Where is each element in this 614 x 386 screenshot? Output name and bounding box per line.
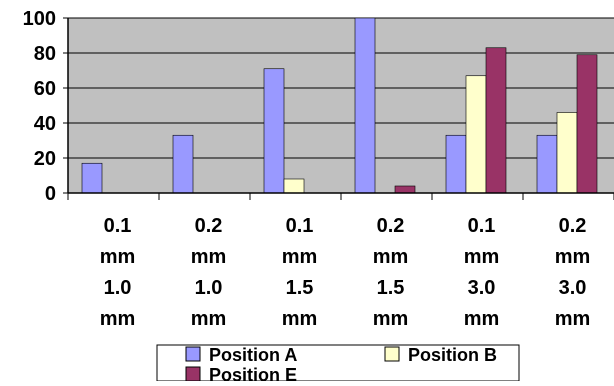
legend-label: Position A: [209, 345, 297, 365]
legend-box: [156, 344, 520, 382]
x-tick-label: 0.1: [104, 215, 132, 237]
legend: Position A Position B Position E: [156, 344, 520, 385]
y-tick-labels: 0 20 40 60 80 100: [23, 8, 56, 205]
y-tick-label: 20: [34, 148, 56, 170]
x-tick-label: mm: [464, 308, 500, 330]
x-tick-label: 0.1: [286, 215, 314, 237]
bar-position-e: [576, 54, 598, 194]
axes: [63, 17, 614, 200]
bar-position-a: [172, 134, 194, 194]
y-tick-label: 60: [34, 78, 56, 100]
x-tick-label: mm: [373, 308, 409, 330]
x-tick-label: 3.0: [468, 277, 496, 299]
x-tick-label: 1.0: [195, 277, 223, 299]
bar-position-b: [283, 178, 305, 194]
x-tick-label: 0.1: [468, 215, 496, 237]
y-tick-label: 40: [34, 113, 56, 135]
legend-swatch: [185, 346, 201, 362]
legend-label: Position B: [408, 345, 497, 365]
x-tick-label: 0.2: [559, 215, 587, 237]
x-tick-label: 1.0: [104, 277, 132, 299]
bar-position-a: [445, 134, 467, 194]
x-tick-label: 0.2: [377, 215, 405, 237]
legend-swatch: [384, 346, 400, 362]
plot-background: [68, 18, 614, 193]
y-tick-label: 80: [34, 43, 56, 65]
y-tick-label: 0: [45, 183, 56, 205]
bar-position-a: [354, 17, 376, 194]
gridlines: [68, 17, 614, 159]
legend-swatch: [185, 366, 201, 382]
x-tick-label: mm: [100, 246, 136, 268]
x-tick-label: mm: [555, 308, 591, 330]
x-tick-label: mm: [282, 308, 318, 330]
x-tick-label: mm: [555, 246, 591, 268]
x-tick-label: mm: [100, 308, 136, 330]
x-tick-label: mm: [464, 246, 500, 268]
x-tick-label: mm: [191, 246, 227, 268]
bar-position-a: [81, 162, 103, 194]
x-tick-label: mm: [373, 246, 409, 268]
x-tick-label: 3.0: [559, 277, 587, 299]
bar-position-b: [556, 112, 578, 194]
x-tick-label: mm: [191, 308, 227, 330]
bar-position-e: [394, 185, 416, 194]
bar-position-e: [485, 47, 507, 194]
y-tick-label: 100: [23, 8, 56, 30]
x-tick-label: mm: [282, 246, 318, 268]
x-tick-label: 1.5: [377, 277, 405, 299]
bar-position-b: [465, 75, 487, 194]
x-tick-label: 1.5: [286, 277, 314, 299]
x-tick-labels: 0.1 mm 1.0 mm 0.2 mm 1.0 mm 0.1 mm 1.5 mm 0.2 mm 1.5 mm…: [100, 215, 591, 330]
x-tick-label: 0.2: [195, 215, 223, 237]
legend-label: Position E: [209, 365, 297, 381]
bar-position-a: [263, 68, 285, 194]
bar-position-a: [536, 134, 558, 194]
